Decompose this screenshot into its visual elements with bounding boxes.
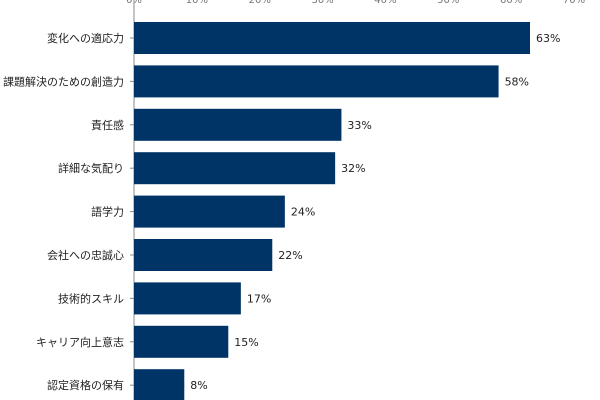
value-label: 24% [291, 206, 315, 219]
x-tick-label: 10% [186, 0, 208, 6]
category-label: キャリア向上意志 [36, 335, 124, 349]
value-label: 8% [190, 379, 207, 392]
x-tick-label: 30% [311, 0, 333, 6]
x-tick-label: 70% [563, 0, 585, 6]
value-label: 15% [234, 336, 258, 349]
bar-1 [134, 22, 530, 54]
category-label: 課題解決のための創造力 [3, 74, 124, 88]
value-label: 33% [347, 119, 371, 132]
category-label: 語学力 [91, 205, 124, 219]
bar-5 [134, 195, 285, 228]
category-label: 変化への適応力 [47, 31, 124, 45]
category-label: 責任感 [91, 118, 124, 132]
category-label: 会社への忠誠心 [47, 248, 124, 262]
category-label: 認定資格の保有 [47, 378, 124, 392]
category-label: 詳細な気配り [58, 161, 124, 175]
value-label: 63% [536, 32, 560, 45]
bar-6 [134, 239, 273, 271]
bar-8 [134, 325, 229, 358]
bar-9 [134, 369, 185, 400]
value-label: 32% [341, 162, 365, 175]
category-label: 技術的スキル [58, 291, 124, 305]
value-label: 22% [278, 249, 302, 262]
x-tick-label: 20% [249, 0, 271, 6]
value-label: 58% [505, 75, 529, 88]
x-tick-label: 60% [500, 0, 522, 6]
bar-2 [134, 65, 499, 98]
value-label: 17% [247, 292, 271, 305]
x-tick-label: 50% [437, 0, 459, 6]
bar-3 [134, 108, 342, 141]
bar-4 [134, 152, 336, 185]
bar-7 [134, 282, 241, 315]
x-tick-label: 40% [374, 0, 396, 6]
